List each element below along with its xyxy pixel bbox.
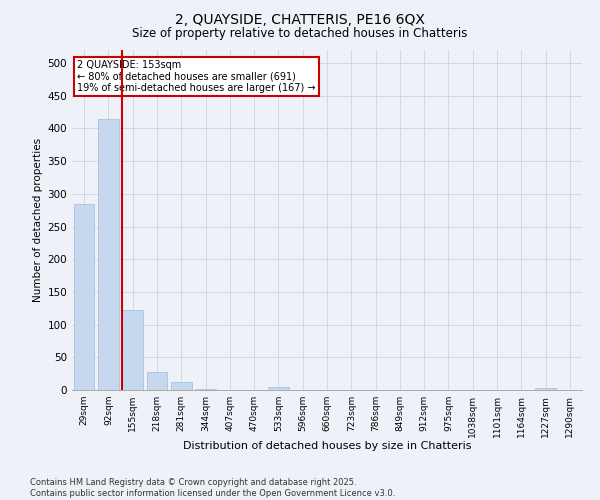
- Bar: [122, 310, 143, 390]
- Bar: [74, 204, 94, 390]
- Bar: [146, 372, 167, 390]
- Bar: [535, 388, 556, 390]
- Text: 2 QUAYSIDE: 153sqm
← 80% of detached houses are smaller (691)
19% of semi-detach: 2 QUAYSIDE: 153sqm ← 80% of detached hou…: [77, 60, 316, 94]
- Bar: [268, 388, 289, 390]
- Text: Contains HM Land Registry data © Crown copyright and database right 2025.
Contai: Contains HM Land Registry data © Crown c…: [30, 478, 395, 498]
- X-axis label: Distribution of detached houses by size in Chatteris: Distribution of detached houses by size …: [183, 441, 471, 451]
- Text: Size of property relative to detached houses in Chatteris: Size of property relative to detached ho…: [133, 28, 467, 40]
- Bar: [171, 382, 191, 390]
- Text: 2, QUAYSIDE, CHATTERIS, PE16 6QX: 2, QUAYSIDE, CHATTERIS, PE16 6QX: [175, 12, 425, 26]
- Bar: [195, 388, 216, 390]
- Y-axis label: Number of detached properties: Number of detached properties: [33, 138, 43, 302]
- Bar: [98, 118, 119, 390]
